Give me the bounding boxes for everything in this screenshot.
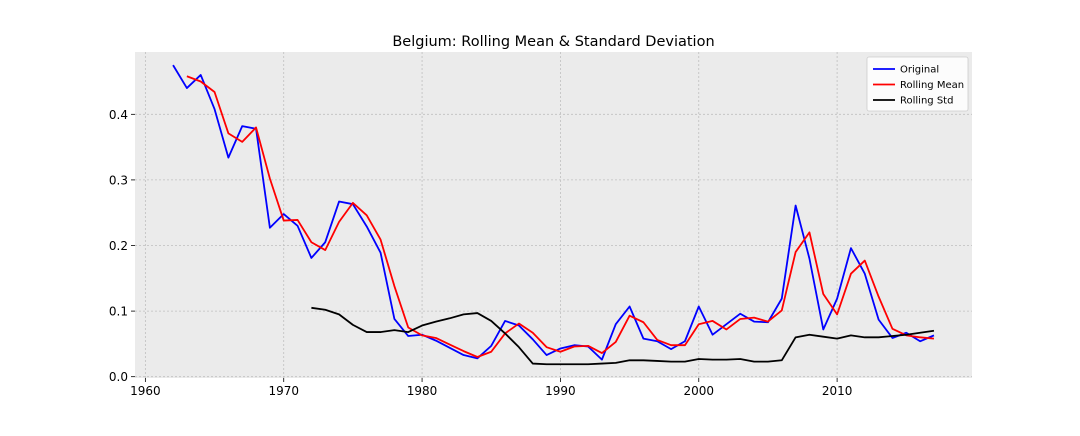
axis-ticks: 1960 1970 1980 1990 2000 2010 0.0 0.1 0.2 0.3 0.4 [109, 108, 852, 398]
chart-title: Belgium: Rolling Mean & Standard Deviati… [392, 34, 714, 50]
y-tick-label: 0.0 [109, 370, 128, 384]
legend-label: Rolling Std [900, 96, 953, 107]
legend-label: Original [900, 65, 939, 76]
series-line-rolling-std [311, 306, 935, 366]
y-tick-label: 0.1 [109, 305, 128, 319]
series-lines [172, 64, 935, 366]
y-tick-label: 0.3 [109, 173, 128, 187]
legend-box [866, 56, 969, 112]
series-line-rolling-mean [186, 75, 935, 358]
legend-label: Rolling Mean [900, 80, 964, 91]
y-tick-label: 0.4 [109, 108, 128, 122]
series-line-original [172, 64, 935, 361]
legend: Original Rolling Mean Rolling Std [866, 56, 969, 112]
x-tick-label: 1960 [130, 384, 161, 398]
x-tick-label: 1990 [545, 384, 576, 398]
x-tick-label: 1970 [268, 384, 299, 398]
y-tick-label: 0.2 [109, 239, 128, 253]
x-tick-label: 2000 [683, 384, 714, 398]
x-tick-label: 1980 [407, 384, 438, 398]
plot-area [135, 52, 972, 378]
x-tick-label: 2010 [822, 384, 853, 398]
